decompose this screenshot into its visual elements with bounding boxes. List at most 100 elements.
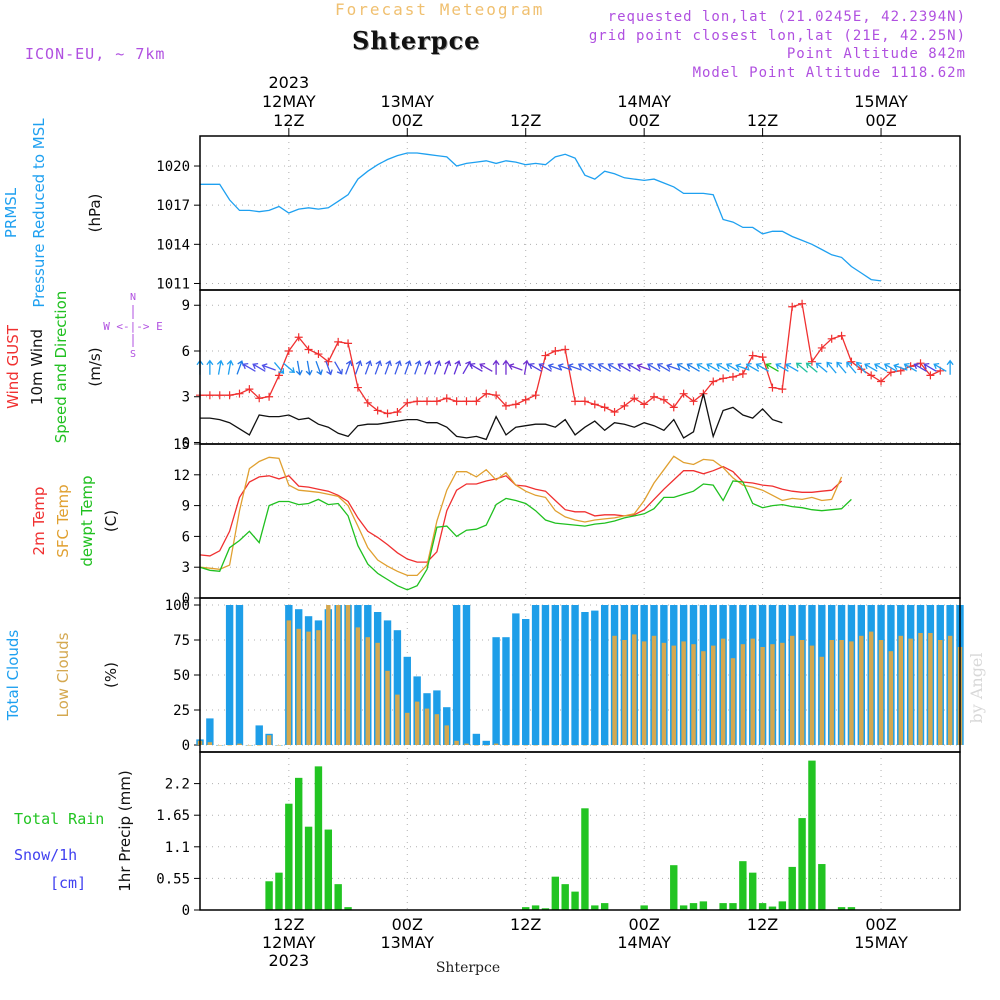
bar-total-rain xyxy=(551,876,560,910)
precip-legend-1: Snow/1h xyxy=(14,846,77,864)
wind-direction-arrow xyxy=(846,361,857,374)
y-tick-label: 1020 xyxy=(156,159,190,175)
bar-total-rain xyxy=(749,872,757,910)
bar-low-clouds xyxy=(296,628,301,745)
wind-direction-arrow xyxy=(315,360,323,376)
wind-direction-arrow xyxy=(404,360,412,375)
bar-total-rain xyxy=(265,881,273,910)
bar-total-rain xyxy=(324,829,333,910)
wind-direction-arrow xyxy=(508,363,523,371)
gust-marker xyxy=(501,401,510,410)
gust-marker xyxy=(541,351,550,360)
wind-direction-arrow xyxy=(836,361,847,374)
wind-direction-arrow xyxy=(354,360,363,375)
wind-direction-arrow xyxy=(933,363,947,372)
gust-marker xyxy=(778,385,787,394)
wind-direction-arrow xyxy=(745,363,760,372)
bar-total-clouds xyxy=(403,656,411,745)
bar-low-clouds xyxy=(770,644,775,745)
bar-low-clouds xyxy=(868,631,874,745)
wind-direction-arrow xyxy=(295,360,303,376)
bar-total-rain xyxy=(729,903,737,910)
bar-total-clouds xyxy=(255,725,263,745)
wind-direction-arrow xyxy=(765,363,779,372)
wind-direction-arrow xyxy=(325,360,333,376)
wind-direction-arrow xyxy=(903,363,918,372)
wind-direction-arrow xyxy=(913,363,927,372)
bar-low-clouds xyxy=(257,745,262,746)
axis-title-temp: 2m Temp xyxy=(30,487,48,556)
bar-low-clouds xyxy=(789,635,795,745)
gust-marker xyxy=(758,353,767,362)
wind-direction-arrow xyxy=(414,360,422,375)
bar-total-rain xyxy=(571,891,579,910)
wind-direction-arrow xyxy=(242,363,256,372)
bar-low-clouds xyxy=(405,712,410,745)
y-tick-label: 1.65 xyxy=(156,808,190,824)
bar-low-clouds xyxy=(711,645,716,745)
gust-marker xyxy=(492,391,501,400)
bar-total-rain xyxy=(334,884,342,910)
y-tick-label: 0 xyxy=(182,435,190,451)
bar-total-clouds xyxy=(531,605,540,745)
wind-direction-arrow xyxy=(502,359,510,375)
wind-direction-arrow xyxy=(528,363,542,372)
bar-total-clouds xyxy=(591,610,599,745)
bar-low-clouds xyxy=(799,640,805,745)
time-label-top: 12Z xyxy=(510,111,541,130)
wind-direction-arrow xyxy=(469,363,483,372)
bar-low-clouds xyxy=(345,605,351,745)
gust-marker xyxy=(886,368,895,377)
time-label-bottom: 12Z xyxy=(273,915,304,934)
bar-low-clouds xyxy=(355,627,361,745)
bar-total-clouds xyxy=(551,605,560,745)
y-tick-label: 12 xyxy=(173,468,190,484)
bar-low-clouds xyxy=(306,631,311,745)
y-tick-label: 75 xyxy=(173,633,190,649)
model-label: ICON-EU, ~ 7km xyxy=(25,45,166,63)
bar-low-clouds xyxy=(335,605,341,745)
axis-title-pressure: PRMSL xyxy=(2,187,20,238)
wind-direction-arrow xyxy=(443,360,452,375)
axis-title-temp: SFC Temp xyxy=(54,484,72,557)
bar-low-clouds xyxy=(760,647,765,745)
gust-marker xyxy=(877,377,886,386)
wind-direction-arrow xyxy=(236,360,244,375)
wind-direction-arrow xyxy=(345,360,353,375)
bar-low-clouds xyxy=(533,745,538,746)
bar-low-clouds xyxy=(898,635,903,745)
axis-title-precip: 1hr Precip (mm) xyxy=(116,770,134,891)
bar-low-clouds xyxy=(424,708,430,745)
bar-total-rain xyxy=(798,818,806,910)
panel-frame xyxy=(199,751,961,911)
wind-direction-arrow xyxy=(364,360,373,375)
gust-marker xyxy=(363,398,372,407)
gust-marker xyxy=(738,369,747,378)
time-label-top: 15MAY xyxy=(854,92,908,111)
compass-we: W <-|-> E xyxy=(103,320,163,333)
bar-total-rain xyxy=(689,903,698,910)
gust-marker xyxy=(650,392,659,401)
meteogram-title: Forecast Meteogram xyxy=(335,0,545,19)
wind-direction-arrow xyxy=(216,359,224,375)
bar-total-clouds xyxy=(452,605,461,745)
gust-marker xyxy=(807,357,816,366)
y-tick-label: 100 xyxy=(165,598,190,614)
y-tick-label: 1014 xyxy=(156,237,190,253)
point-altitude: Point Altitude 842m xyxy=(786,46,966,62)
gust-marker xyxy=(630,394,639,403)
bar-total-clouds xyxy=(561,605,569,745)
wind-direction-arrow xyxy=(716,363,730,372)
time-label-top: 12Z xyxy=(747,111,778,130)
wind-direction-arrow xyxy=(557,363,572,371)
bar-low-clouds xyxy=(395,694,400,745)
bar-low-clouds xyxy=(918,633,923,745)
compass-north: N xyxy=(130,292,136,303)
gust-marker xyxy=(669,403,678,412)
bar-low-clouds xyxy=(444,725,449,745)
y-tick-label: 3 xyxy=(182,560,190,576)
wind-direction-arrow xyxy=(261,363,276,371)
wind-direction-arrow xyxy=(785,363,799,372)
y-tick-label: 50 xyxy=(173,668,190,684)
bar-total-clouds xyxy=(492,637,500,745)
